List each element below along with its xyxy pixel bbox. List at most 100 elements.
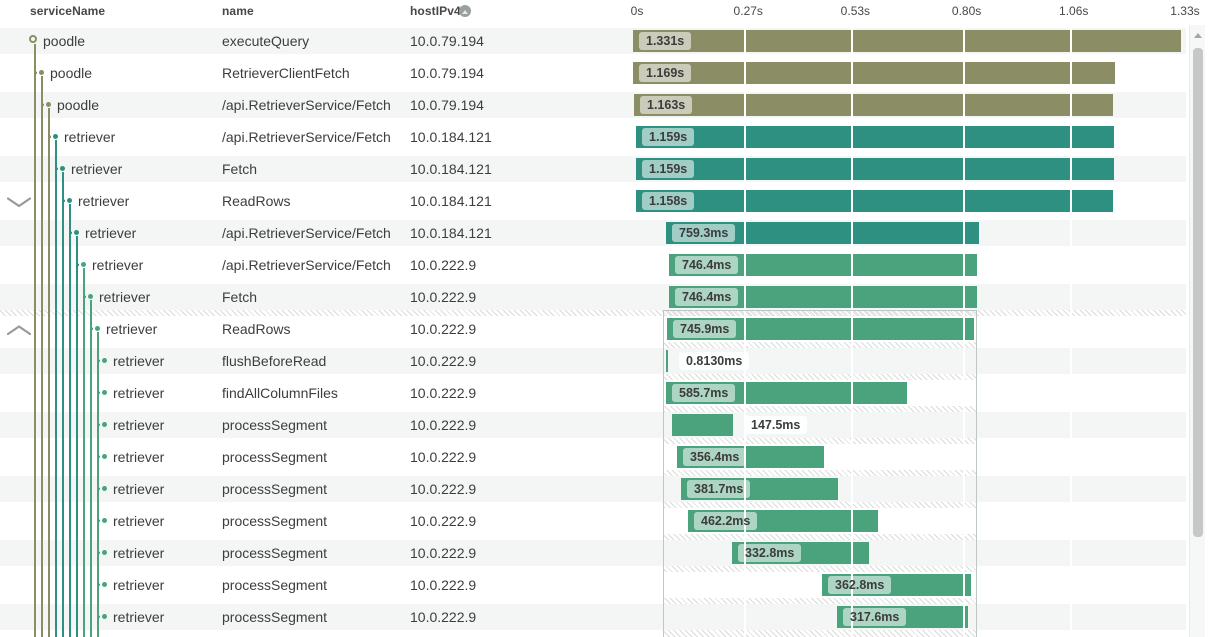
tree-node-dot-icon[interactable] xyxy=(102,518,107,523)
service-name-cell: poodle xyxy=(57,97,100,113)
host-ipv4-cell: 10.0.222.9 xyxy=(410,609,477,625)
duration-badge: 585.7ms xyxy=(672,384,736,402)
row-background[interactable] xyxy=(0,284,1186,310)
row-background[interactable] xyxy=(0,380,1186,406)
tree-node-dot-icon[interactable] xyxy=(74,230,79,235)
row-background[interactable] xyxy=(0,316,1186,342)
column-header-name[interactable]: name xyxy=(222,4,254,18)
scroll-up-arrow-icon[interactable] xyxy=(1194,33,1202,38)
span-bar[interactable] xyxy=(633,30,1181,52)
tree-root-node-icon[interactable] xyxy=(29,35,37,43)
span-bar[interactable] xyxy=(672,414,733,436)
row-background[interactable] xyxy=(0,476,1186,502)
tree-branch-line xyxy=(62,172,64,637)
axis-gridline xyxy=(851,28,853,637)
duration-badge: 759.3ms xyxy=(672,224,736,242)
tree-node-dot-icon[interactable] xyxy=(102,486,107,491)
span-name-cell: processSegment xyxy=(222,417,328,433)
tree-connector-curve xyxy=(97,435,100,458)
span-bar[interactable] xyxy=(667,318,974,340)
tree-branch-line xyxy=(90,300,92,637)
row-background[interactable] xyxy=(0,220,1186,246)
duration-badge: 745.9ms xyxy=(673,320,737,338)
span-bar[interactable] xyxy=(633,62,1115,84)
tree-node-dot-icon[interactable] xyxy=(39,70,44,75)
row-background[interactable] xyxy=(0,412,1186,438)
tree-node-dot-icon[interactable] xyxy=(81,262,86,267)
span-name-cell: executeQuery xyxy=(222,33,310,49)
span-bar[interactable] xyxy=(669,286,977,308)
collapse-chevron-down-icon[interactable] xyxy=(6,195,32,208)
service-name-cell: retriever xyxy=(99,289,151,305)
duration-badge: 1.163s xyxy=(640,96,693,114)
tree-node-dot-icon[interactable] xyxy=(88,294,93,299)
span-name-cell: /api.RetrieverService/Fetch xyxy=(222,225,391,241)
tree-connector-curve xyxy=(83,275,86,298)
service-name-cell: retriever xyxy=(113,545,165,561)
row-background[interactable] xyxy=(0,444,1186,470)
axis-tick-label: 1.33s xyxy=(1170,4,1200,18)
service-name-cell: retriever xyxy=(78,193,130,209)
vertical-scrollbar[interactable] xyxy=(1189,25,1205,637)
span-bar[interactable] xyxy=(636,190,1113,212)
axis-tick-label: 0.80s xyxy=(951,4,982,18)
tree-node-dot-icon[interactable] xyxy=(60,166,65,171)
row-background[interactable] xyxy=(0,572,1186,598)
row-background[interactable] xyxy=(0,348,1186,374)
span-bar[interactable] xyxy=(636,126,1114,148)
host-ipv4-cell: 10.0.184.121 xyxy=(410,161,492,177)
tree-connector-curve xyxy=(97,499,100,522)
tree-branch-line xyxy=(41,76,43,637)
collapse-chevron-up-icon[interactable] xyxy=(6,323,32,336)
scrollbar-thumb[interactable] xyxy=(1192,48,1203,537)
tree-node-dot-icon[interactable] xyxy=(46,102,51,107)
duration-badge: 1.159s xyxy=(642,128,695,146)
tree-node-dot-icon[interactable] xyxy=(102,614,107,619)
sort-toggle-icon[interactable] xyxy=(459,5,471,17)
tree-connector-curve xyxy=(97,467,100,490)
tree-node-dot-icon[interactable] xyxy=(102,454,107,459)
span-bar[interactable] xyxy=(634,94,1113,116)
span-name-cell: findAllColumnFiles xyxy=(222,385,338,401)
host-ipv4-cell: 10.0.222.9 xyxy=(410,449,477,465)
tree-node-dot-icon[interactable] xyxy=(53,134,58,139)
span-bar[interactable] xyxy=(669,254,977,276)
column-header-servicename[interactable]: serviceName xyxy=(30,4,106,18)
service-name-cell: retriever xyxy=(71,161,123,177)
duration-badge: 0.8130ms xyxy=(679,352,750,370)
tree-node-dot-icon[interactable] xyxy=(102,582,107,587)
tree-connector-curve xyxy=(41,83,44,106)
tree-node-dot-icon[interactable] xyxy=(67,198,72,203)
row-background[interactable] xyxy=(0,252,1186,278)
tree-node-dot-icon[interactable] xyxy=(102,422,107,427)
span-name-cell: RetrieverClientFetch xyxy=(222,65,350,81)
row-background[interactable] xyxy=(0,508,1186,534)
tree-node-dot-icon[interactable] xyxy=(95,326,100,331)
tree-branch-line xyxy=(83,268,85,637)
span-bar[interactable] xyxy=(636,158,1114,180)
column-header-hostipv4[interactable]: hostIPv4 xyxy=(410,4,461,18)
tree-connector-curve xyxy=(97,339,100,362)
span-bar[interactable] xyxy=(666,350,668,372)
axis-tick-label: 0s xyxy=(630,4,644,18)
row-background[interactable] xyxy=(0,604,1186,630)
host-ipv4-cell: 10.0.79.194 xyxy=(410,97,484,113)
axis-gridline xyxy=(744,28,746,637)
host-ipv4-cell: 10.0.222.9 xyxy=(410,257,477,273)
span-name-cell: processSegment xyxy=(222,449,328,465)
tree-node-dot-icon[interactable] xyxy=(102,390,107,395)
row-background[interactable] xyxy=(0,540,1186,566)
tree-node-dot-icon[interactable] xyxy=(102,358,107,363)
service-name-cell: retriever xyxy=(85,225,137,241)
span-name-cell: processSegment xyxy=(222,513,328,529)
tree-connector-curve xyxy=(55,147,58,170)
span-name-cell: processSegment xyxy=(222,609,328,625)
duration-badge: 317.6ms xyxy=(843,608,907,626)
duration-badge: 332.8ms xyxy=(738,544,802,562)
tree-connector-curve xyxy=(76,243,79,266)
tree-node-dot-icon[interactable] xyxy=(102,550,107,555)
tree-branch-line xyxy=(69,204,71,637)
host-ipv4-cell: 10.0.222.9 xyxy=(410,321,477,337)
selection-top-strip xyxy=(0,310,1186,317)
duration-badge: 381.7ms xyxy=(687,480,751,498)
